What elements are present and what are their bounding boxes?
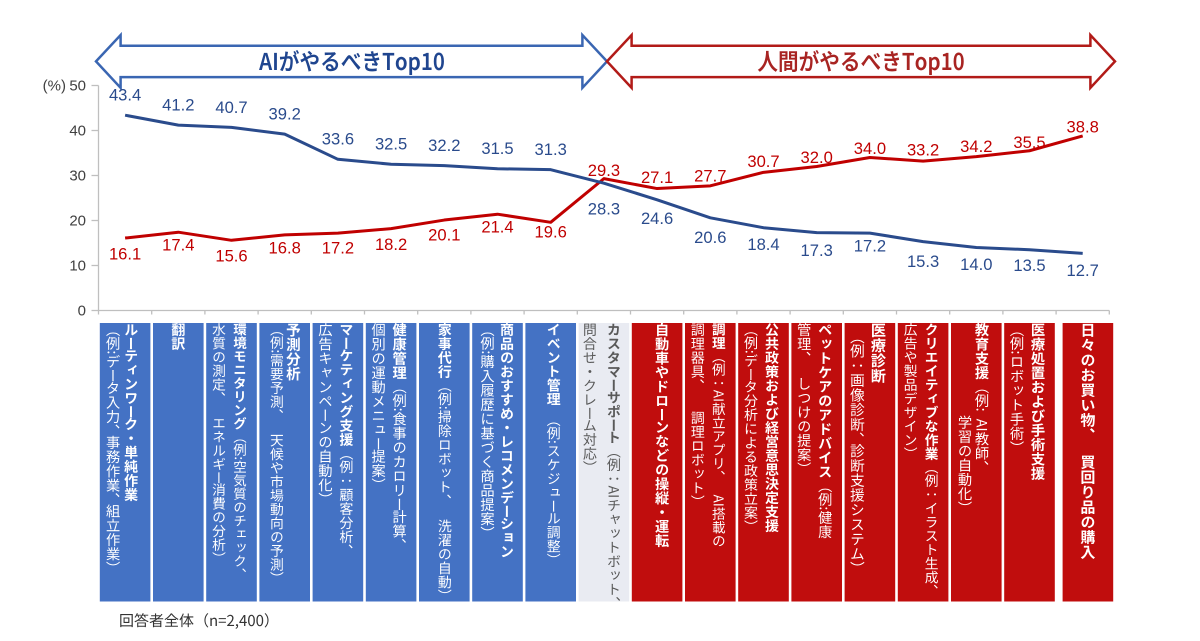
svg-text:30: 30 (69, 168, 86, 185)
svg-text:43.4: 43.4 (109, 86, 141, 105)
svg-text:12.7: 12.7 (1067, 261, 1099, 280)
svg-text:40: 40 (69, 123, 86, 140)
svg-text:32.5: 32.5 (375, 135, 407, 154)
svg-text:34.0: 34.0 (854, 139, 886, 158)
svg-text:32.0: 32.0 (801, 148, 833, 167)
svg-text:10: 10 (69, 258, 86, 275)
svg-text:16.1: 16.1 (109, 244, 141, 263)
svg-text:15.6: 15.6 (215, 247, 247, 266)
svg-text:31.5: 31.5 (481, 139, 513, 158)
svg-text:27.7: 27.7 (694, 166, 726, 185)
svg-text:38.8: 38.8 (1067, 117, 1099, 136)
svg-text:50: 50 (69, 78, 86, 95)
svg-text:21.4: 21.4 (481, 218, 513, 237)
svg-text:33.6: 33.6 (322, 130, 354, 149)
svg-text:27.1: 27.1 (641, 168, 673, 187)
svg-text:31.3: 31.3 (535, 140, 567, 159)
svg-text:14.0: 14.0 (960, 255, 992, 274)
svg-text:17.2: 17.2 (854, 237, 886, 256)
svg-text:32.2: 32.2 (428, 136, 460, 155)
svg-text:35.5: 35.5 (1013, 133, 1045, 152)
svg-text:17.4: 17.4 (162, 236, 194, 255)
svg-text:40.7: 40.7 (215, 98, 247, 117)
svg-text:19.6: 19.6 (535, 223, 567, 242)
svg-text:39.2: 39.2 (269, 105, 301, 124)
svg-text:17.3: 17.3 (801, 241, 833, 260)
svg-text:41.2: 41.2 (162, 96, 194, 115)
svg-text:20: 20 (69, 213, 86, 230)
svg-text:28.3: 28.3 (588, 200, 620, 219)
svg-text:15.3: 15.3 (907, 252, 939, 271)
svg-text:34.2: 34.2 (960, 137, 992, 156)
svg-text:13.5: 13.5 (1013, 256, 1045, 275)
svg-text:18.2: 18.2 (375, 235, 407, 254)
svg-text:33.2: 33.2 (907, 141, 939, 160)
svg-text:18.4: 18.4 (747, 235, 779, 254)
svg-text:0: 0 (78, 303, 86, 320)
svg-text:17.2: 17.2 (322, 239, 354, 258)
svg-text:30.7: 30.7 (747, 152, 779, 171)
svg-text:(%): (%) (43, 78, 66, 95)
svg-text:29.3: 29.3 (588, 161, 620, 180)
svg-text:24.6: 24.6 (641, 209, 673, 228)
svg-text:16.8: 16.8 (269, 238, 301, 257)
svg-text:20.6: 20.6 (694, 228, 726, 247)
svg-text:20.1: 20.1 (428, 225, 460, 244)
